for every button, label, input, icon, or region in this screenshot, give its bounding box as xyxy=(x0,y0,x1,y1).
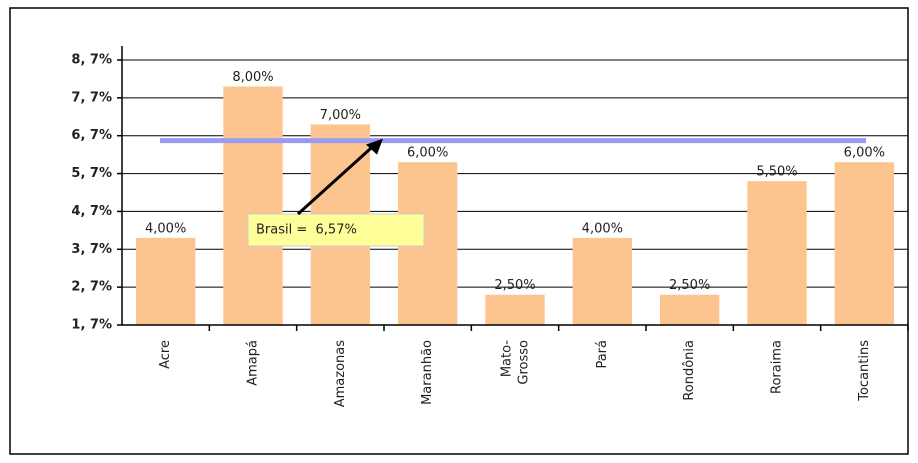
y-tick-label: 2, 7% xyxy=(71,280,112,295)
x-tick-label: Acre xyxy=(158,340,173,369)
bar xyxy=(659,294,720,325)
annotation-arrow xyxy=(296,142,378,216)
value-label: 6,00% xyxy=(407,146,448,161)
value-label: 4,00% xyxy=(582,221,623,236)
x-tick-label: Amapá xyxy=(246,340,261,386)
value-label: 7,00% xyxy=(320,108,361,123)
x-tick-label: Amazonas xyxy=(333,340,348,408)
value-label: 4,00% xyxy=(145,221,186,236)
y-tick-label: 6, 7% xyxy=(71,128,112,143)
x-tick-label: Tocantins xyxy=(857,340,872,402)
x-tick-label: Pará xyxy=(595,340,610,369)
y-tick-label: 5, 7% xyxy=(71,166,112,181)
arrow-head xyxy=(366,138,383,155)
value-label: 5,50% xyxy=(756,165,797,180)
annotation: Brasil = 6,57% xyxy=(256,223,357,238)
y-tick-label: 3, 7% xyxy=(71,242,112,257)
bar xyxy=(747,181,807,325)
x-tick-label: Maranhão xyxy=(420,340,435,405)
x-tick-label: Mato- Grosso xyxy=(499,340,531,385)
bar xyxy=(485,294,545,325)
value-label: 2,50% xyxy=(669,278,710,293)
bar xyxy=(834,162,895,325)
x-tick-label: Rondônia xyxy=(682,340,697,401)
bar xyxy=(572,237,633,325)
y-tick-label: 7, 7% xyxy=(71,90,112,105)
value-label: 8,00% xyxy=(232,70,273,85)
annotation-box xyxy=(247,213,425,247)
y-tick-label: 4, 7% xyxy=(71,204,112,219)
bar xyxy=(135,237,196,325)
y-tick-label: 1, 7% xyxy=(71,318,112,333)
value-label: 6,00% xyxy=(844,146,885,161)
bar xyxy=(223,86,283,325)
value-label: 2,50% xyxy=(494,278,535,293)
x-tick-label: Roraima xyxy=(770,340,785,394)
y-tick-label: 8, 7% xyxy=(71,53,112,68)
